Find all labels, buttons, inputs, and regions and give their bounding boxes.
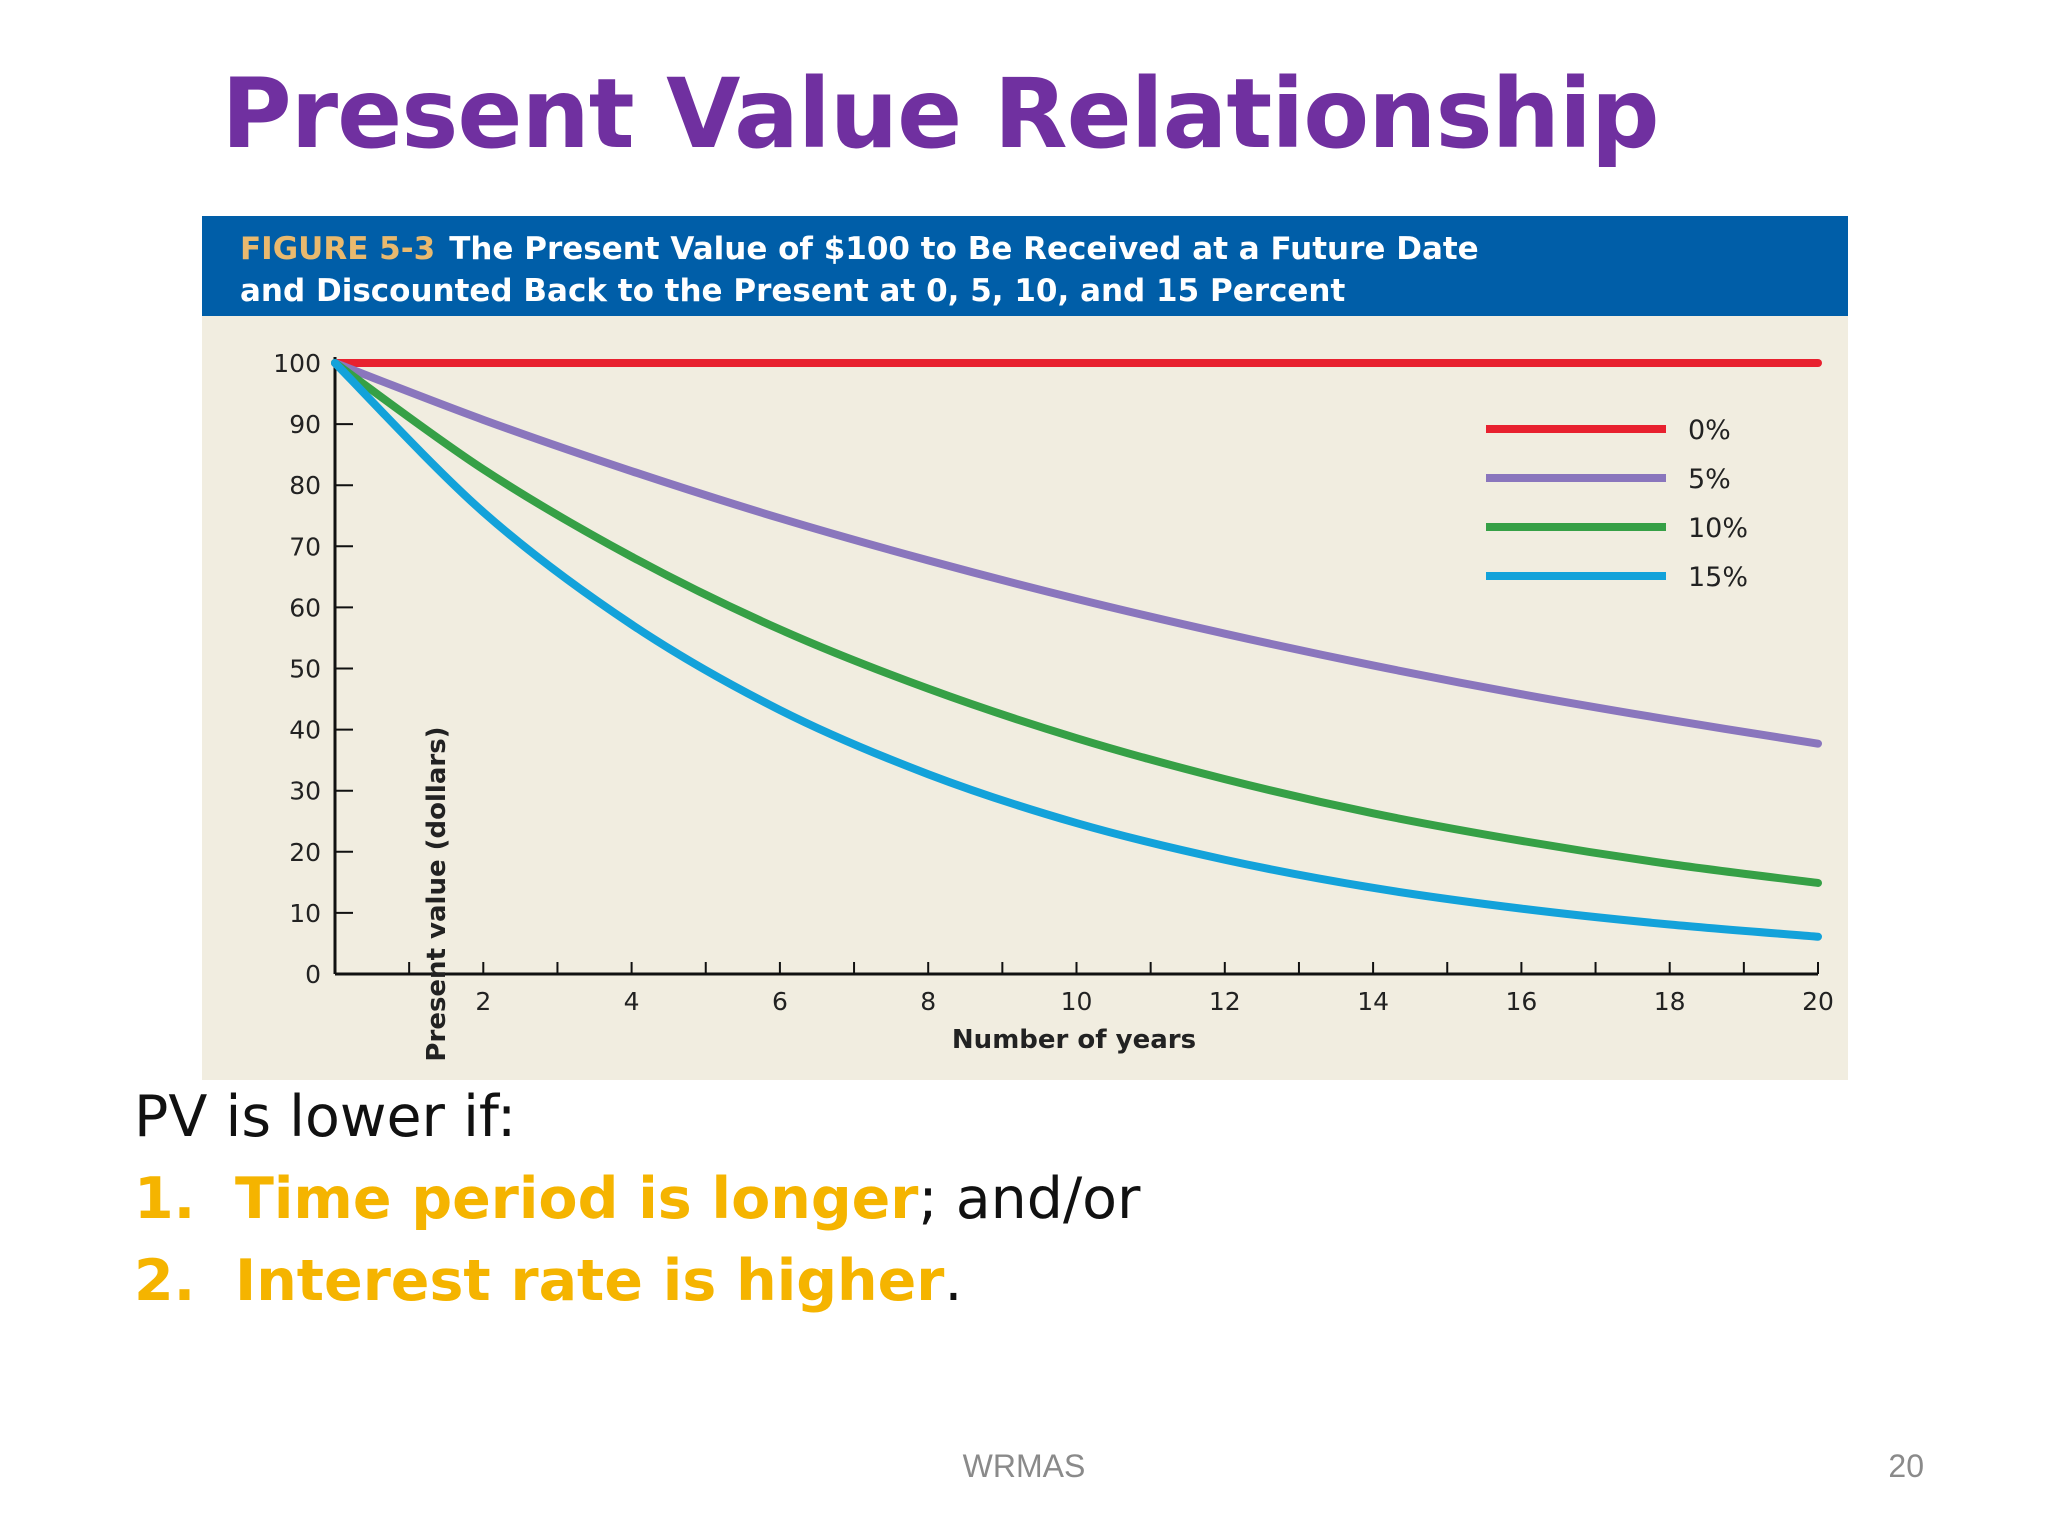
x-tick-label: 8 (920, 987, 936, 1016)
bullet-number-2: 2. (134, 1248, 196, 1314)
x-tick-label: 4 (624, 987, 640, 1016)
x-tick-label: 18 (1654, 987, 1686, 1016)
legend-label-2: 5% (1688, 464, 1731, 495)
series-line-4 (331, 359, 1822, 941)
y-tick-label: 50 (289, 655, 321, 684)
footer-label: WRMAS (962, 1448, 1086, 1484)
y-tick-label: 40 (289, 716, 321, 745)
figure-number: FIGURE 5-3 (240, 231, 436, 267)
legend-label-3: 10% (1688, 513, 1748, 544)
x-tick-label: 16 (1505, 987, 1537, 1016)
bullet-highlight-2: Interest rate is higher (235, 1248, 945, 1314)
bullet-highlight-1: Time period is longer (235, 1166, 919, 1232)
legend-label-4: 15% (1688, 562, 1748, 593)
y-tick-label: 20 (289, 838, 321, 867)
x-tick-label: 20 (1802, 987, 1834, 1016)
bullet-intro: PV is lower if: (134, 1084, 517, 1150)
figure-header: FIGURE 5-3 The Present Value of $100 to B… (202, 216, 1848, 316)
y-tick-label: 70 (289, 532, 321, 561)
y-tick-label: 0 (305, 960, 321, 989)
bullet-number-1: 1. (134, 1166, 196, 1232)
y-axis: 0 10 20 30 40 50 60 70 80 90 100 (273, 349, 353, 989)
legend-label-1: 0% (1688, 415, 1731, 446)
x-axis: 2 4 6 8 10 12 14 16 18 20 (335, 962, 1834, 1016)
series-line-3 (331, 359, 1822, 887)
y-tick-label: 90 (289, 410, 321, 439)
y-tick-label: 100 (273, 349, 321, 378)
legend: 0% 5% 10% 15% (1486, 415, 1748, 593)
figure-title-line-1: FIGURE 5-3 The Present Value of $100 to B… (240, 228, 1848, 270)
x-tick-label: 10 (1061, 987, 1093, 1016)
bullet-list: PV is lower if: 1. Time period is longer;… (134, 1076, 1140, 1322)
figure-title-line-2: and Discounted Back to the Present at 0,… (240, 273, 1346, 309)
x-axis-title: Number of years (952, 1025, 1196, 1055)
bullet-rest-2: . (944, 1248, 963, 1314)
y-tick-label: 60 (289, 593, 321, 622)
figure-panel: FIGURE 5-3 The Present Value of $100 to B… (202, 216, 1848, 1080)
y-tick-label: 10 (289, 899, 321, 928)
series-lines (331, 359, 1822, 941)
series-line-2 (331, 359, 1822, 748)
y-axis-title: Present value (dollars) (422, 726, 452, 1061)
x-tick-label: 12 (1209, 987, 1241, 1016)
x-tick-label: 2 (475, 987, 491, 1016)
x-tick-label: 6 (772, 987, 788, 1016)
x-tick-label: 14 (1357, 987, 1389, 1016)
y-tick-label: 80 (289, 471, 321, 500)
figure-title-text-1: The Present Value of $100 to Be Received… (449, 231, 1479, 267)
slide-title: Present Value Relationship (221, 58, 1659, 170)
y-tick-label: 30 (289, 777, 321, 806)
page-number: 20 (1888, 1448, 1924, 1484)
bullet-rest-1: ; and/or (918, 1166, 1141, 1232)
bullet-item-1: 1. Time period is longer; and/or (134, 1158, 1140, 1240)
bullet-item-2: 2. Interest rate is higher. (134, 1240, 1140, 1322)
